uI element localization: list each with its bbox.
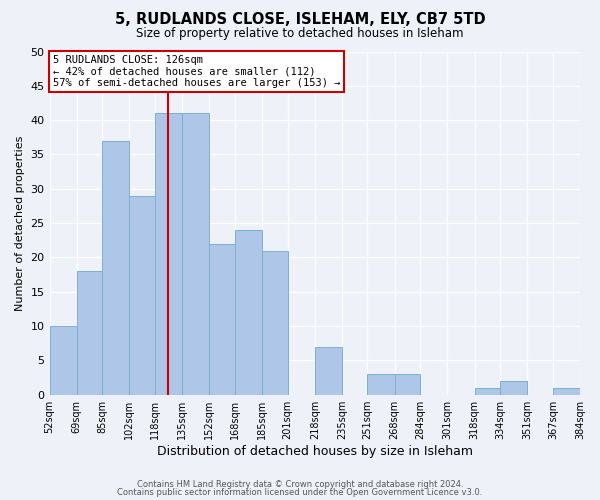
Y-axis label: Number of detached properties: Number of detached properties — [15, 136, 25, 311]
Bar — [77, 271, 102, 394]
Bar — [367, 374, 395, 394]
Text: 5, RUDLANDS CLOSE, ISLEHAM, ELY, CB7 5TD: 5, RUDLANDS CLOSE, ISLEHAM, ELY, CB7 5TD — [115, 12, 485, 28]
Bar — [102, 140, 130, 394]
Text: 5 RUDLANDS CLOSE: 126sqm
← 42% of detached houses are smaller (112)
57% of semi-: 5 RUDLANDS CLOSE: 126sqm ← 42% of detach… — [53, 55, 340, 88]
Text: Size of property relative to detached houses in Isleham: Size of property relative to detached ho… — [136, 28, 464, 40]
Text: Contains HM Land Registry data © Crown copyright and database right 2024.: Contains HM Land Registry data © Crown c… — [137, 480, 463, 489]
Bar — [315, 346, 342, 395]
Bar — [155, 114, 182, 394]
Bar — [475, 388, 500, 394]
Text: Contains public sector information licensed under the Open Government Licence v3: Contains public sector information licen… — [118, 488, 482, 497]
Bar — [209, 244, 235, 394]
Bar — [500, 381, 527, 394]
Bar — [553, 388, 580, 394]
Bar — [395, 374, 420, 394]
Bar — [182, 114, 209, 394]
X-axis label: Distribution of detached houses by size in Isleham: Distribution of detached houses by size … — [157, 444, 473, 458]
Bar — [235, 230, 262, 394]
Bar — [130, 196, 155, 394]
Bar — [50, 326, 77, 394]
Bar — [262, 250, 287, 394]
